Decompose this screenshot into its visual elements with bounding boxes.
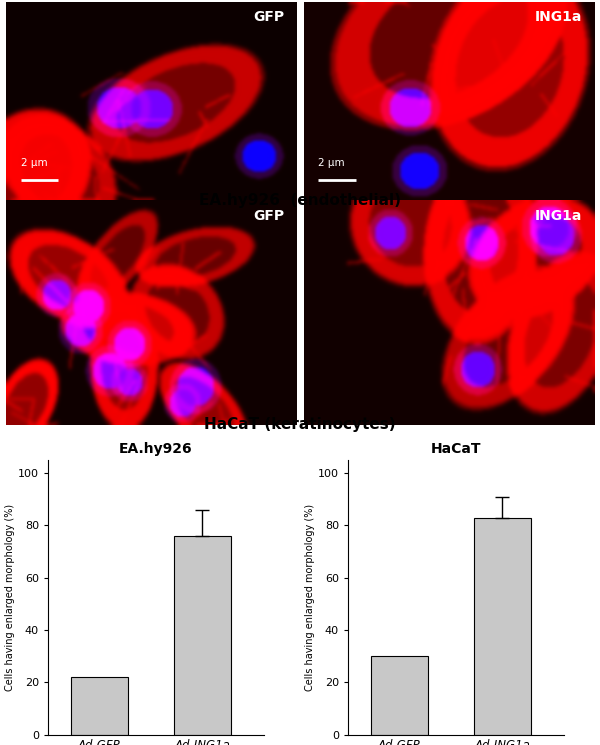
Bar [174, 536, 230, 735]
Text: GFP: GFP [254, 10, 285, 24]
Text: 2 μm: 2 μm [20, 159, 47, 168]
Title: HaCaT: HaCaT [431, 442, 481, 456]
Y-axis label: Cells having enlarged morphology (%): Cells having enlarged morphology (%) [305, 504, 315, 691]
Text: HaCaT (keratinocytes): HaCaT (keratinocytes) [204, 417, 396, 433]
Text: 2 μm: 2 μm [318, 159, 345, 168]
Bar [474, 518, 530, 735]
Text: GFP: GFP [254, 209, 285, 223]
Bar [71, 677, 128, 735]
Text: EA.hy926  (endothelial): EA.hy926 (endothelial) [199, 192, 401, 208]
Text: ING1a: ING1a [535, 209, 583, 223]
Text: ING1a: ING1a [535, 10, 583, 24]
Title: EA.hy926: EA.hy926 [119, 442, 193, 456]
Bar [371, 656, 428, 735]
Y-axis label: Cells having enlarged morphology (%): Cells having enlarged morphology (%) [5, 504, 15, 691]
